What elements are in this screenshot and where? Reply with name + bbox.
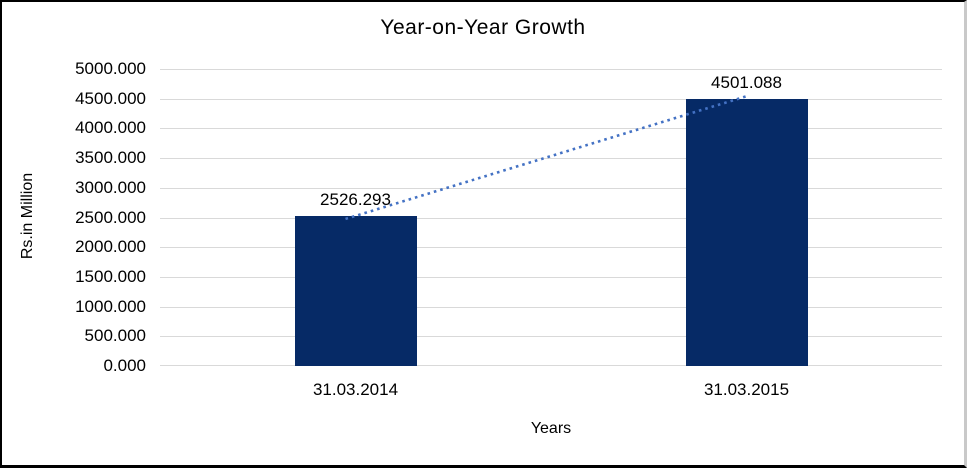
gridline xyxy=(160,158,942,160)
bar-data-label: 2526.293 xyxy=(320,189,391,209)
y-tick-label: 1500.000 xyxy=(75,266,146,286)
bar xyxy=(294,215,417,366)
gridline xyxy=(160,69,942,70)
gridline xyxy=(160,336,942,338)
gridline xyxy=(160,128,942,130)
y-tick-label: 2000.000 xyxy=(75,237,146,257)
bar xyxy=(685,98,808,366)
chart-title: Year-on-Year Growth xyxy=(380,16,586,39)
y-tick-label: 4500.000 xyxy=(75,88,146,108)
y-tick-label: 4000.000 xyxy=(75,118,146,138)
plot-area xyxy=(160,69,942,366)
y-tick-label: 0.000 xyxy=(103,356,146,375)
trendline xyxy=(345,94,749,221)
gridline xyxy=(160,187,942,189)
y-tick-label: 1000.000 xyxy=(75,296,146,316)
x-tick-label: 31.03.2014 xyxy=(312,380,399,399)
gridline xyxy=(160,365,942,366)
y-tick-label: 3500.000 xyxy=(75,148,146,168)
x-tick-label: 31.03.2015 xyxy=(703,380,790,399)
y-tick-label: 3000.000 xyxy=(75,177,146,197)
y-tick-label: 500.000 xyxy=(84,326,146,346)
bar-data-label: 4501.088 xyxy=(711,72,782,92)
x-axis-title: Years xyxy=(530,420,572,437)
gridline xyxy=(160,98,942,100)
y-tick-label: 2500.000 xyxy=(75,207,146,227)
gridline xyxy=(160,276,942,278)
y-tick-label: 5000.000 xyxy=(75,59,146,78)
gridline xyxy=(160,217,942,219)
gridline xyxy=(160,306,942,308)
gridline xyxy=(160,247,942,249)
